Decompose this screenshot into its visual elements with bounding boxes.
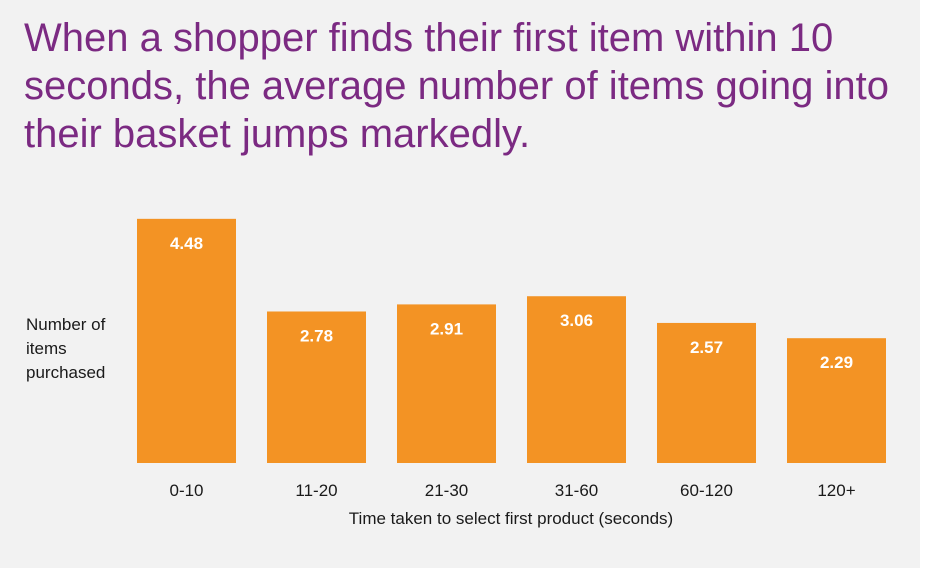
bar-11-20 (267, 311, 366, 463)
x-tick-label-60-120: 60-120 (680, 481, 733, 500)
data-label-11-20: 2.78 (300, 326, 333, 345)
x-tick-label-120+: 120+ (817, 481, 855, 500)
data-label-31-60: 3.06 (560, 311, 593, 330)
x-axis-label: Time taken to select first product (seco… (348, 509, 674, 528)
bar-21-30 (397, 304, 496, 463)
x-tick-label-21-30: 21-30 (425, 481, 468, 500)
data-label-60-120: 2.57 (690, 338, 723, 357)
bar-120+ (787, 338, 886, 463)
x-tick-label-11-20: 11-20 (295, 481, 337, 500)
x-tick-label-0-10: 0-10 (169, 481, 203, 500)
bar-0-10 (137, 218, 236, 463)
x-tick-label-31-60: 31-60 (555, 481, 598, 500)
data-label-120+: 2.29 (820, 353, 853, 372)
data-label-21-30: 2.91 (430, 319, 463, 338)
data-label-0-10: 4.48 (170, 234, 203, 253)
y-axis-label: Number of items purchased (26, 315, 106, 382)
chart-title: When a shopper finds their first item wi… (24, 16, 889, 156)
bar-31-60 (527, 296, 626, 463)
bar-60-120 (657, 322, 756, 463)
